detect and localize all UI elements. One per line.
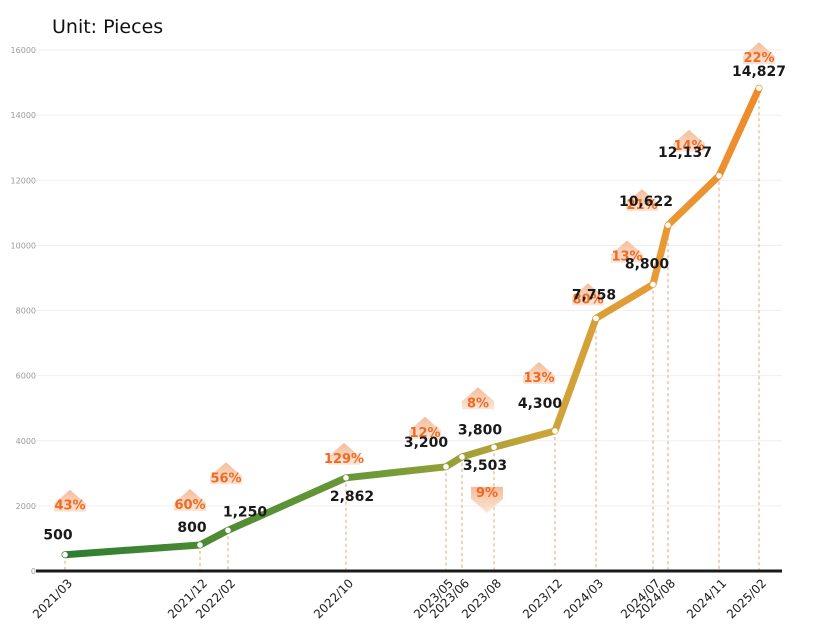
growth-tag-2022/02: 56% xyxy=(210,462,242,486)
value-label-2023/08: 3,800 xyxy=(458,422,503,438)
data-point-2025/02 xyxy=(756,85,762,91)
growth-tag-shape xyxy=(174,488,206,511)
growth-tag-shape xyxy=(409,416,441,439)
growth-label-2024/03: 80% xyxy=(572,292,603,307)
growth-tag-shape xyxy=(462,387,494,410)
data-point-2024/07 xyxy=(650,281,656,288)
growth-tag-2021/12: 60% xyxy=(174,488,206,513)
growth-tag-2023/05: 12% xyxy=(409,416,441,441)
y-tick-label-4000: 4000 xyxy=(16,437,36,446)
y-tick-label-6000: 6000 xyxy=(16,372,36,381)
value-label-2022/02: 1,250 xyxy=(223,504,268,520)
growth-tag-2021/03: 43% xyxy=(54,489,86,514)
growth-label-2021/12: 60% xyxy=(174,498,205,513)
growth-label-2021/03: 43% xyxy=(54,499,85,514)
data-points xyxy=(62,85,762,558)
data-point-2023/08 xyxy=(491,444,497,451)
growth-tag-2023/06: 9% xyxy=(471,486,503,513)
growth-tag-shape xyxy=(611,240,643,263)
growth-tag-2025/02: 22% xyxy=(743,42,775,66)
growth-tag-shape xyxy=(328,442,360,465)
x-tick-label-2022/10: 2022/10 xyxy=(311,576,356,621)
x-tick-label-2024/11: 2024/11 xyxy=(684,576,729,621)
y-tick-label-16000: 16000 xyxy=(11,46,36,55)
growth-tag-2022/10: 129% xyxy=(324,442,364,467)
growth-tag-shape xyxy=(471,486,503,513)
data-point-2024/11 xyxy=(716,172,722,179)
growth-tag-shape xyxy=(673,129,705,152)
growth-tag-2024/07: 13% xyxy=(611,240,643,264)
growth-label-2022/10: 129% xyxy=(324,452,364,467)
value-label-2023/12: 4,300 xyxy=(518,396,563,412)
y-tick-label-8000: 8000 xyxy=(16,307,36,316)
growth-tag-2023/08: 8% xyxy=(462,387,494,411)
y-tick-label-0: 0 xyxy=(31,567,36,576)
data-point-2021/03 xyxy=(62,551,68,558)
growth-label-2023/08: 8% xyxy=(467,396,489,411)
value-label-2024/03: 7,758 xyxy=(572,287,616,303)
growth-tag-2024/03: 80% xyxy=(572,283,604,307)
y-axis: 0 2000 4000 6000 8000 10000 12000 14000 16000 xyxy=(11,46,36,576)
data-point-2022/02 xyxy=(225,527,231,534)
value-label-2021/12: 800 xyxy=(177,520,206,536)
growth-label-2022/02: 56% xyxy=(210,471,241,486)
value-label-2025/02: 14,827 xyxy=(732,64,786,80)
value-label-2024/11: 12,137 xyxy=(658,145,712,161)
growth-label-2025/02: 22% xyxy=(743,51,774,66)
data-point-2022/10 xyxy=(343,475,349,481)
unit-label: Unit: Pieces xyxy=(52,16,163,38)
growth-tag-shape xyxy=(54,489,86,512)
drop-lines xyxy=(64,88,760,571)
x-tick-label-2024/03: 2024/03 xyxy=(561,576,606,621)
growth-tag-shape xyxy=(626,189,658,212)
y-tick-label-10000: 10000 xyxy=(11,241,36,250)
data-point-2021/12 xyxy=(197,542,203,548)
growth-label-2023/12: 13% xyxy=(523,371,554,386)
value-label-2022/10: 2,862 xyxy=(330,489,374,505)
value-label-2024/07: 8,800 xyxy=(625,256,670,272)
value-label-2021/03: 500 xyxy=(43,528,72,544)
x-tick-label-2021/03: 2021/03 xyxy=(30,576,75,621)
growth-label-2023/06: 9% xyxy=(476,486,498,501)
y-tick-label-2000: 2000 xyxy=(16,502,36,511)
grid-lines xyxy=(36,49,782,507)
growth-tags: 43% 60% 56% 129% 12% 9% 8% 13% 80% 13% 21% 14% 22% xyxy=(54,42,775,514)
y-tick-label-12000: 12000 xyxy=(11,176,36,185)
value-label-2024/08: 10,622 xyxy=(619,194,673,210)
growth-label-2024/07: 13% xyxy=(611,249,642,264)
data-point-2023/06 xyxy=(459,454,465,460)
growth-label-2024/11: 14% xyxy=(673,139,704,154)
growth-tag-2024/11: 14% xyxy=(673,129,705,154)
x-tick-label-2023/12: 2023/12 xyxy=(520,576,565,621)
data-point-2023/05 xyxy=(443,464,449,470)
value-label-2023/05: 3,200 xyxy=(404,435,449,451)
data-point-2023/12 xyxy=(552,428,558,434)
data-point-2024/08 xyxy=(665,222,671,228)
growth-tag-2024/08: 21% xyxy=(626,189,658,213)
growth-tag-shape xyxy=(523,361,555,384)
growth-tag-2023/12: 13% xyxy=(523,361,555,386)
growth-tag-shape xyxy=(210,462,242,485)
x-tick-label-2025/02: 2025/02 xyxy=(724,576,769,621)
value-label-2023/06: 3,503 xyxy=(463,458,507,474)
y-tick-label-14000: 14000 xyxy=(11,111,36,120)
value-labels: 500 800 1,250 2,862 3,200 3,503 3,800 4,300 7,75… xyxy=(43,64,786,544)
growth-label-2023/05: 12% xyxy=(409,426,440,441)
data-point-2024/03 xyxy=(593,315,599,322)
growth-tag-shape xyxy=(572,283,604,306)
growth-tag-shape xyxy=(743,42,775,65)
series-line xyxy=(61,84,763,559)
growth-label-2024/08: 21% xyxy=(626,198,657,213)
